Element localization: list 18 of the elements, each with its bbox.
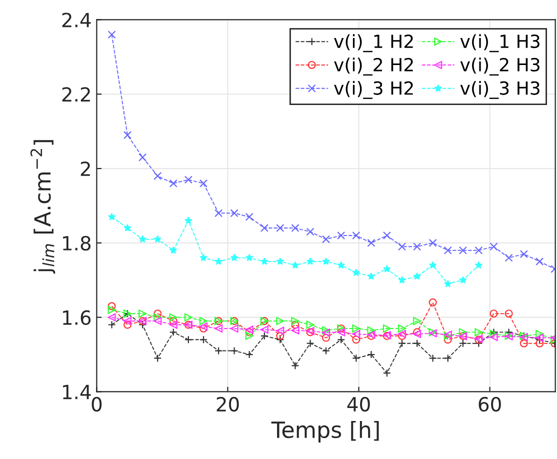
- x-tick-label: 0: [92, 396, 102, 412]
- x-axis-title: Temps [h]: [271, 420, 379, 442]
- y-tick-label: 1.6: [63, 310, 91, 325]
- y-tick-label: 2.4: [62, 12, 91, 28]
- x-tick-label: 20: [216, 396, 239, 412]
- y-tick-label: 2: [80, 161, 90, 176]
- y-axis-title: j$_{lim}$ [A.cm$^{−2}$]: [30, 140, 56, 274]
- y-tick-label: 1.8: [63, 236, 91, 251]
- legend-label: v(i)_1 H2: [334, 34, 413, 52]
- x-tick-label: 40: [347, 396, 370, 412]
- legend-label: v(i)_1 H3: [460, 34, 540, 52]
- y-tick-label: 1.4: [63, 384, 91, 400]
- x-tick-label: 60: [478, 396, 501, 412]
- y-tick-label: 2.2: [62, 87, 90, 102]
- legend-label: v(i)_3 H3: [460, 80, 540, 99]
- legend-label: v(i)_3 H2: [334, 80, 413, 99]
- legend-label: v(i)_2 H3: [460, 58, 540, 76]
- legend-label: v(i)_2 H2: [334, 58, 413, 76]
